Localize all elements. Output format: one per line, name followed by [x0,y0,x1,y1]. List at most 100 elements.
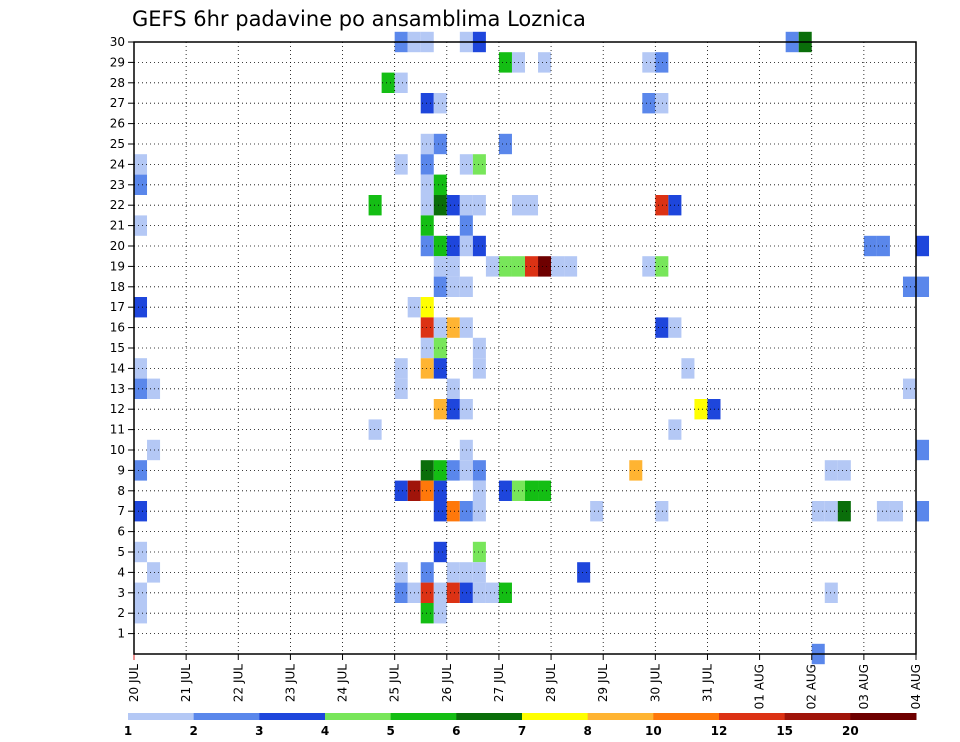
heatmap-cell [433,337,447,359]
heatmap-cell [916,439,930,461]
heatmap-cell [394,562,408,583]
x-tick-label: 20 JUL [127,664,141,702]
y-tick-label: 21 [110,219,125,233]
legend-swatch [390,713,457,720]
heatmap-cell [433,317,447,338]
heatmap-cell [134,378,148,399]
heatmap-cell [420,195,434,216]
heatmap-cell [472,337,486,359]
heatmap-cell [472,460,486,481]
heatmap-cell [889,501,903,522]
x-tick-label: 30 JUL [648,664,662,702]
heatmap-cell [394,154,408,175]
y-tick-label: 12 [110,402,125,416]
x-tick-label: 03 AUG [857,664,871,709]
heatmap-cells [134,31,930,665]
heatmap-cell [655,93,669,114]
heatmap-cell [394,72,408,93]
x-tick-label: 24 JUL [336,664,350,702]
heatmap-cell [472,154,486,175]
heatmap-cell [472,562,486,583]
legend-swatch [193,713,260,720]
y-tick-label: 9 [117,463,125,477]
heatmap-cell [446,562,460,583]
heatmap-cell [655,195,669,216]
heatmap-cell [147,439,161,461]
heatmap-cell [420,174,434,195]
y-axis-ticks: 1234567891011121314151617181920212223242… [110,35,134,641]
y-tick-label: 14 [110,361,125,375]
legend-swatch [456,713,523,720]
x-tick-label: 23 JUL [283,664,297,702]
legend-swatch [325,713,392,720]
heatmap-cell [420,297,434,318]
heatmap-cell [472,358,486,379]
heatmap-cell [902,276,916,297]
legend-label: 12 [711,724,728,738]
x-tick-label: 22 JUL [231,664,245,702]
y-tick-label: 17 [110,300,125,314]
legend-label: 3 [255,724,263,738]
x-tick-label: 26 JUL [440,664,454,702]
y-tick-label: 23 [110,178,125,192]
heatmap-cell [420,358,434,379]
heatmap-cell [694,399,708,420]
heatmap-cell [134,603,148,624]
y-tick-label: 20 [110,239,125,253]
heatmap-cell [368,419,382,440]
heatmap-cell [433,93,447,114]
heatmap-cell [433,603,447,624]
heatmap-cell [642,256,656,277]
heatmap-cell [655,52,669,73]
heatmap-cell [837,460,851,481]
legend-label: 5 [386,724,394,738]
heatmap-cell [538,256,552,277]
heatmap-cell [394,480,408,501]
heatmap-cell [420,337,434,359]
heatmap-cell [433,276,447,297]
y-tick-label: 15 [110,341,125,355]
heatmap-cell [525,195,539,216]
heatmap-cell [134,174,148,195]
heatmap-cell [707,399,721,420]
heatmap-cell [472,501,486,522]
x-tick-label: 29 JUL [596,664,610,702]
x-tick-label: 21 JUL [179,664,193,702]
heatmap-cell [472,195,486,216]
legend-label: 20 [842,724,859,738]
heatmap-cell [134,154,148,175]
heatmap-cell [472,480,486,501]
y-tick-label: 24 [110,157,125,171]
y-tick-label: 30 [110,35,125,49]
heatmap-cell [642,52,656,73]
heatmap-cell [368,195,382,216]
heatmap-cell [394,378,408,399]
heatmap-cell [134,358,148,379]
y-tick-label: 16 [110,321,125,335]
heatmap-cell [433,399,447,420]
x-tick-label: 27 JUL [492,664,506,702]
x-tick-label: 28 JUL [544,664,558,702]
heatmap-cell [433,501,447,522]
heatmap-cell [446,256,460,277]
legend-swatch [522,713,589,720]
heatmap-cell [525,256,539,277]
heatmap-cell [525,480,539,501]
y-tick-label: 29 [110,55,125,69]
heatmap-cell [824,460,838,481]
chart-title: GEFS 6hr padavine po ansamblima Loznica [132,7,586,31]
heatmap-cell [498,256,512,277]
heatmap-cell [433,256,447,277]
heatmap-cell [420,317,434,338]
heatmap-cell [538,480,552,501]
heatmap-cell [134,541,148,563]
heatmap-cell [446,501,460,522]
legend-swatch [587,713,654,720]
legend-swatch [128,713,195,720]
heatmap-cell [498,52,512,73]
heatmap-cell [902,378,916,399]
x-tick-label: 25 JUL [388,664,402,702]
heatmap-cell [446,460,460,481]
heatmap-cell [134,215,148,236]
gridlines [134,42,916,654]
